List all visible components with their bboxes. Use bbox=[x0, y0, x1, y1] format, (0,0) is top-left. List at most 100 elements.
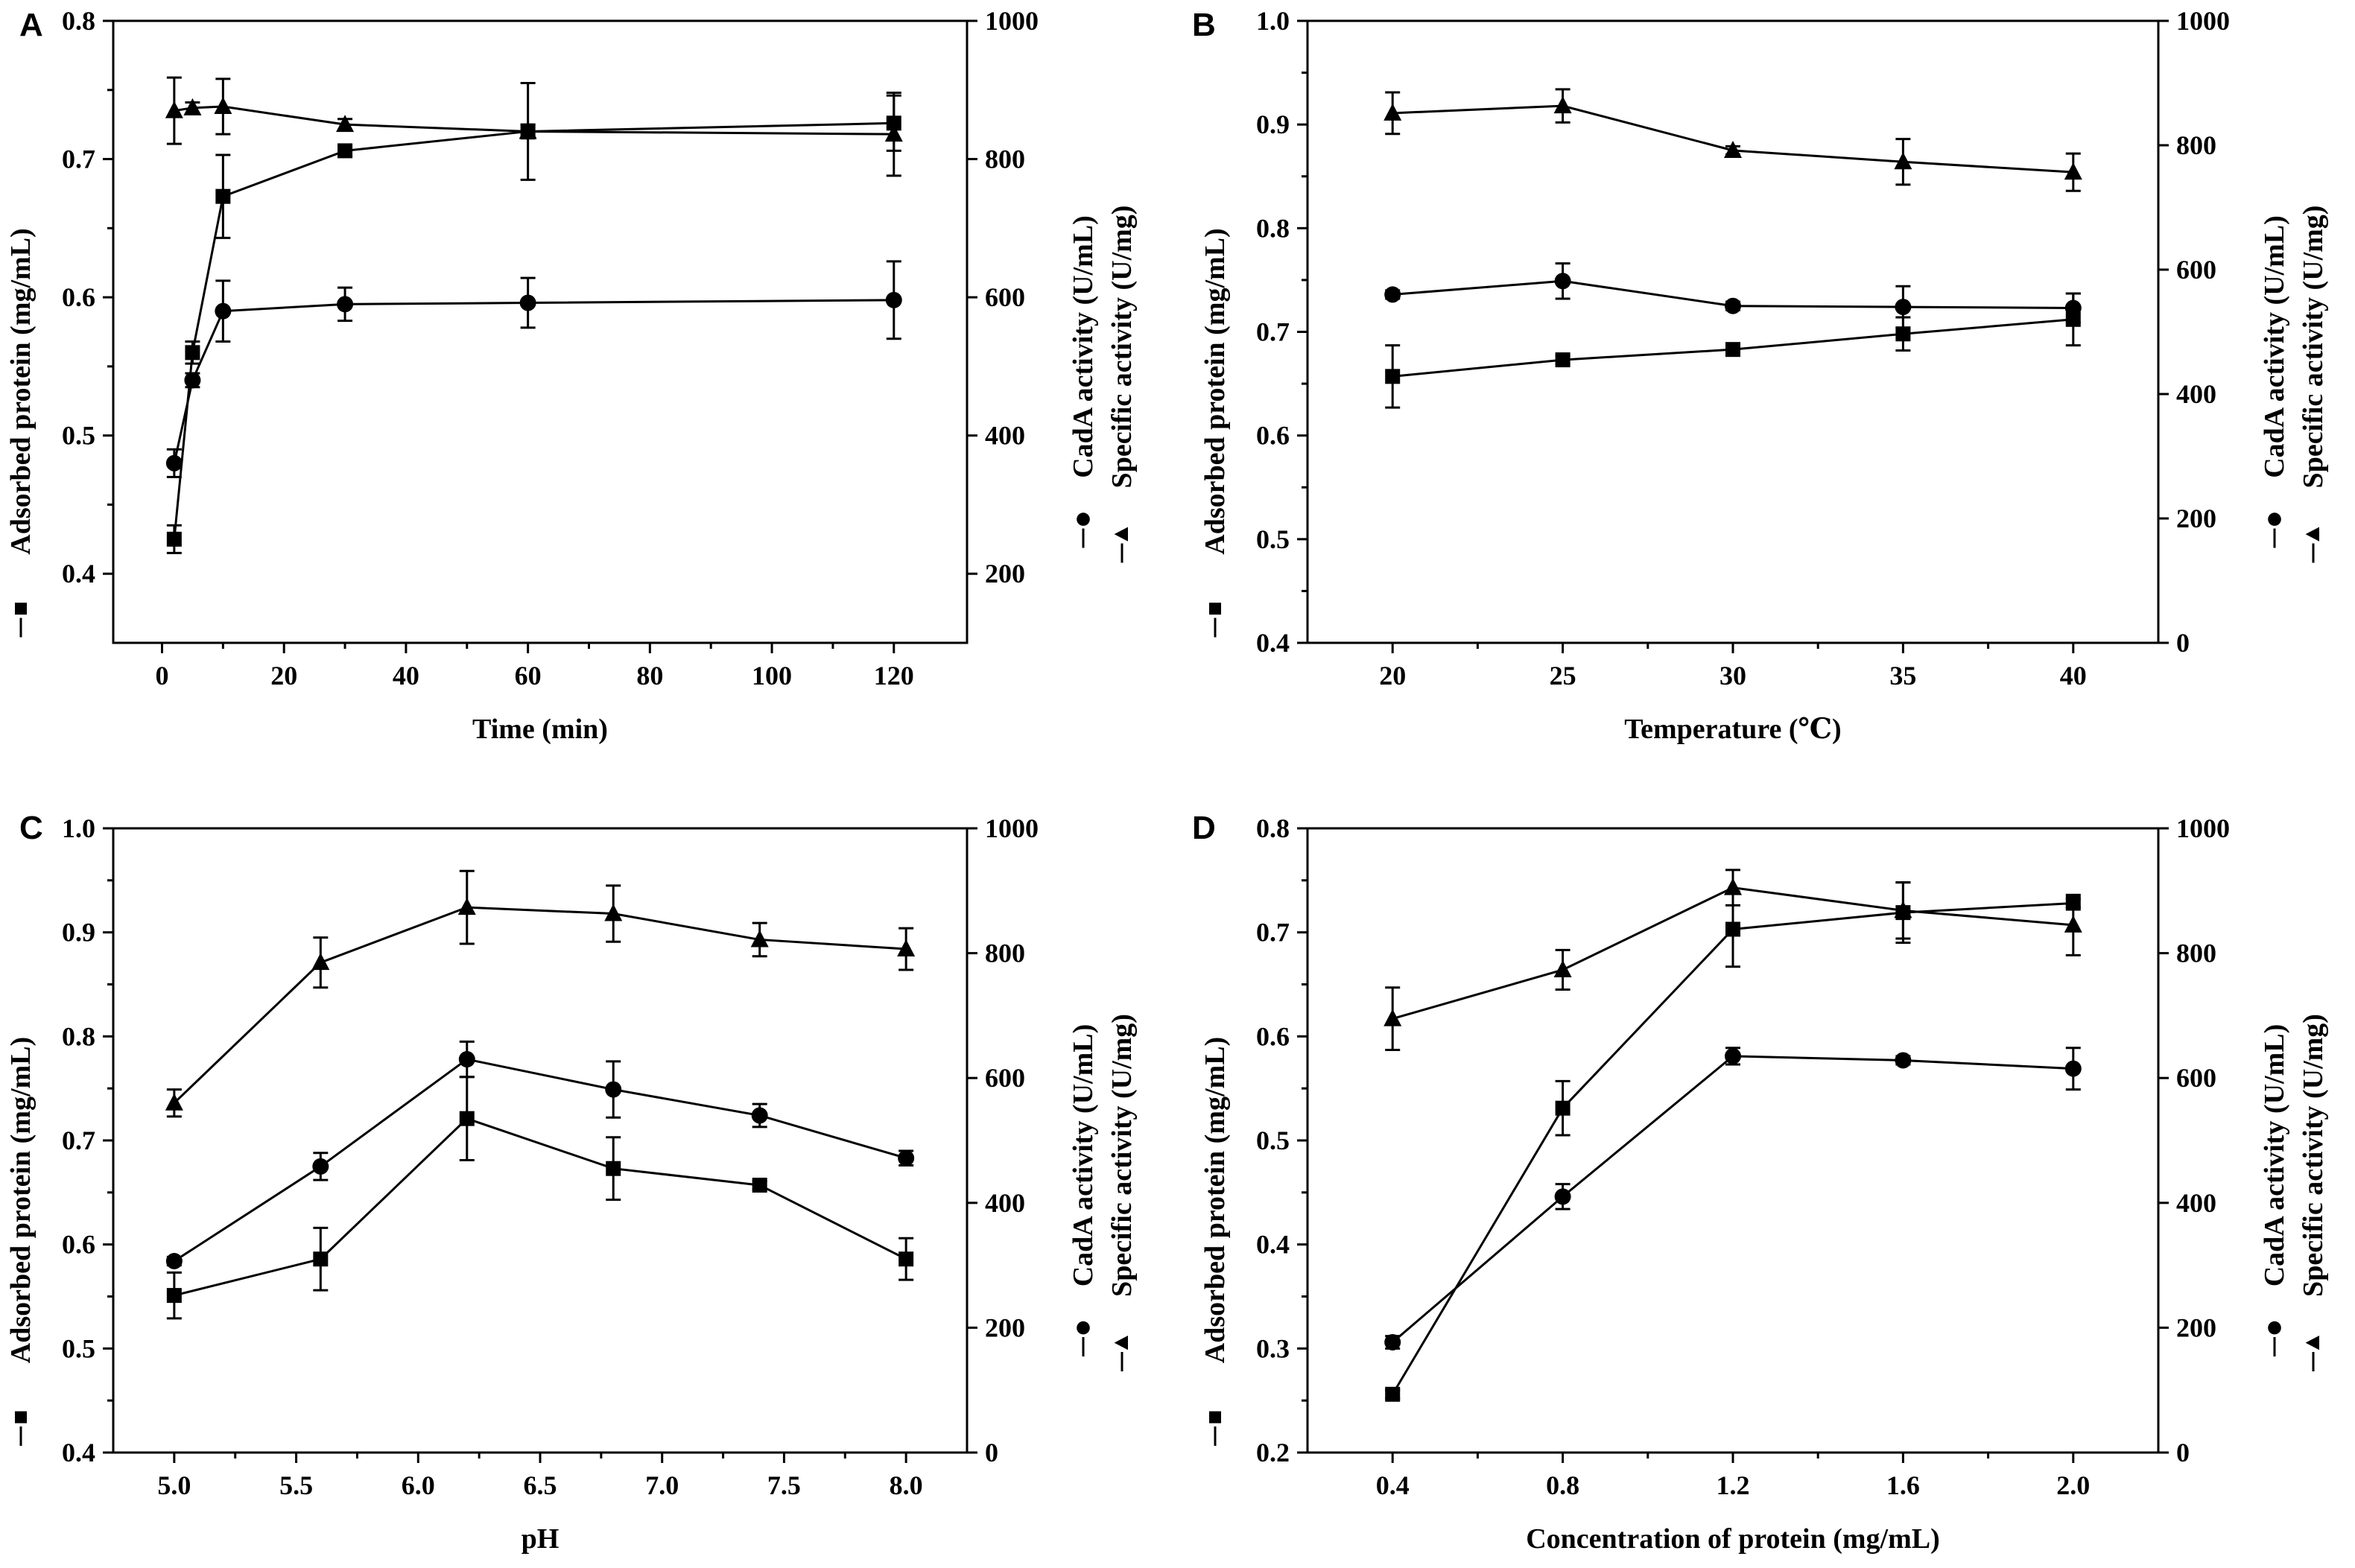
data-point-circle bbox=[1554, 1188, 1571, 1205]
legend-circle-marker bbox=[1077, 512, 1090, 548]
series-line bbox=[1391, 902, 2073, 1395]
y-tick-label-left: 0.7 bbox=[62, 1126, 95, 1155]
legend-circle-marker bbox=[2268, 512, 2281, 548]
series-circle bbox=[1384, 262, 2082, 329]
y-tick-label-left: 0.9 bbox=[1256, 109, 1290, 139]
y-axis-title-left-group: Adsorbed protein (mg/mL) bbox=[1199, 228, 1231, 638]
x-tick-label: 8.0 bbox=[890, 1470, 923, 1500]
y-tick-label-left: 0.8 bbox=[62, 1021, 95, 1051]
y-tick-label-left: 0.4 bbox=[62, 559, 95, 588]
series-square bbox=[1385, 292, 2081, 409]
y-axis-title-left-group: Adsorbed protein (mg/mL) bbox=[5, 1037, 37, 1446]
x-tick-label: 6.5 bbox=[524, 1470, 557, 1500]
y-tick-label-right: 200 bbox=[2176, 504, 2216, 533]
x-tick-label: 20 bbox=[1379, 661, 1406, 691]
data-point-triangle bbox=[1553, 959, 1572, 977]
x-axis-title: Concentration of protein (mg/mL) bbox=[1526, 1523, 1940, 1555]
x-tick-label: 6.0 bbox=[402, 1470, 435, 1500]
x-tick-label: 5.5 bbox=[279, 1470, 313, 1500]
y-tick-label-left: 0.6 bbox=[62, 1230, 95, 1260]
y-axis-title-right-1: CadA activity (U/mL) bbox=[1068, 1024, 1099, 1287]
legend-triangle-marker bbox=[2305, 1335, 2320, 1371]
data-point-circle bbox=[337, 296, 354, 313]
series-triangle bbox=[1383, 88, 2082, 192]
panel-a: A 0 20 40 60 80 100 120 0.4 0.5 0.6 0.7 0.8 200 400 600… bbox=[5, 6, 1138, 745]
y-tick-label-left: 0.6 bbox=[62, 282, 95, 312]
data-point-square bbox=[166, 531, 182, 547]
data-point-square bbox=[898, 1251, 914, 1267]
x-axis-title: Time (min) bbox=[472, 714, 608, 745]
y-tick-label-right: 200 bbox=[2176, 1313, 2216, 1342]
plot-frame bbox=[112, 827, 969, 1454]
data-point-circle bbox=[165, 454, 183, 472]
x-tick-label: 40 bbox=[393, 661, 419, 691]
y-tick-label-right: 600 bbox=[2176, 255, 2216, 285]
y-tick-label-left: 0.7 bbox=[62, 145, 95, 174]
y-tick-label-left: 0.7 bbox=[1256, 317, 1290, 347]
y-tick-label-right: 800 bbox=[2176, 939, 2216, 968]
y-tick-label-left: 1.0 bbox=[62, 813, 95, 843]
y-tick-label-left: 0.2 bbox=[1256, 1438, 1290, 1467]
series-square bbox=[166, 82, 901, 554]
y-tick-label-left: 0.9 bbox=[62, 918, 95, 948]
data-point-circle bbox=[898, 1149, 915, 1167]
x-tick-label: 1.6 bbox=[1886, 1470, 1920, 1500]
data-point-square bbox=[1555, 352, 1570, 368]
y-axis-title-right-2-group: Specific activity (U/mg) bbox=[1106, 206, 1138, 563]
x-tick-label: 0 bbox=[155, 661, 168, 691]
y-tick-label-right: 600 bbox=[985, 1063, 1025, 1093]
y-axis-left: 0.4 0.5 0.6 0.7 0.8 0.9 1.0 bbox=[62, 813, 113, 1467]
y-tick-label-left: 0.4 bbox=[62, 1438, 95, 1467]
legend-triangle-marker bbox=[1114, 1335, 1129, 1371]
data-point-square bbox=[606, 1161, 621, 1176]
y-tick-label-right: 400 bbox=[985, 1188, 1025, 1218]
data-point-square bbox=[1385, 1386, 1401, 1402]
legend-circle-marker bbox=[1077, 1321, 1090, 1356]
x-tick-label: 80 bbox=[636, 661, 663, 691]
y-axis-title-right-2: Specific activity (U/mg) bbox=[2298, 1014, 2329, 1297]
x-tick-label: 30 bbox=[1720, 661, 1746, 691]
data-point-square bbox=[185, 345, 200, 361]
series-square bbox=[166, 1076, 914, 1320]
data-point-square bbox=[1555, 1100, 1570, 1116]
y-axis-title-right-2: Specific activity (U/mg) bbox=[1106, 206, 1138, 489]
y-tick-label-right: 600 bbox=[2176, 1063, 2216, 1093]
panel-d: D 0.4 0.8 1.2 1.6 2.0 0.2 0.3 0.4 0.5 0.6 0.7 0.8 0 20… bbox=[1192, 810, 2329, 1555]
series-triangle bbox=[165, 869, 916, 1118]
legend-square-marker bbox=[1208, 1411, 1222, 1446]
series-line bbox=[173, 299, 894, 464]
y-tick-label-left: 0.8 bbox=[62, 6, 95, 36]
x-tick-label: 60 bbox=[515, 661, 542, 691]
data-point-circle bbox=[215, 302, 232, 320]
legend-square-marker bbox=[1208, 603, 1222, 638]
y-tick-label-left: 0.4 bbox=[1256, 1230, 1290, 1260]
data-point-square bbox=[337, 143, 353, 159]
data-point-triangle bbox=[1724, 140, 1742, 158]
series-line bbox=[173, 906, 907, 1104]
data-point-triangle bbox=[1383, 103, 1402, 121]
x-axis: 20 25 30 35 40 bbox=[1379, 643, 2087, 691]
y-tick-label-left: 0.7 bbox=[1256, 918, 1290, 948]
x-axis-title: Temperature (℃) bbox=[1624, 714, 1841, 745]
y-tick-label-left: 0.8 bbox=[1256, 813, 1290, 843]
y-axis-title-right-2: Specific activity (U/mg) bbox=[2298, 206, 2329, 489]
x-tick-label: 20 bbox=[270, 661, 297, 691]
x-tick-label: 120 bbox=[874, 661, 914, 691]
data-point-circle bbox=[1554, 273, 1571, 290]
data-point-triangle bbox=[165, 101, 183, 118]
y-tick-label-right: 1000 bbox=[985, 813, 1039, 843]
data-point-square bbox=[1895, 326, 1911, 342]
y-axis-title-left: Adsorbed protein (mg/mL) bbox=[5, 228, 37, 554]
data-point-circle bbox=[165, 1253, 183, 1270]
data-point-circle bbox=[1384, 1333, 1401, 1350]
series-line bbox=[174, 1117, 907, 1297]
data-point-circle bbox=[885, 291, 902, 308]
data-point-square bbox=[1385, 369, 1401, 384]
legend-circle-marker bbox=[2268, 1321, 2281, 1356]
data-point-triangle bbox=[214, 97, 232, 115]
data-point-triangle bbox=[519, 121, 537, 139]
data-point-triangle bbox=[1894, 152, 1912, 170]
y-axis-title-right-2-group: Specific activity (U/mg) bbox=[1106, 1014, 1138, 1371]
data-point-circle bbox=[519, 294, 536, 311]
